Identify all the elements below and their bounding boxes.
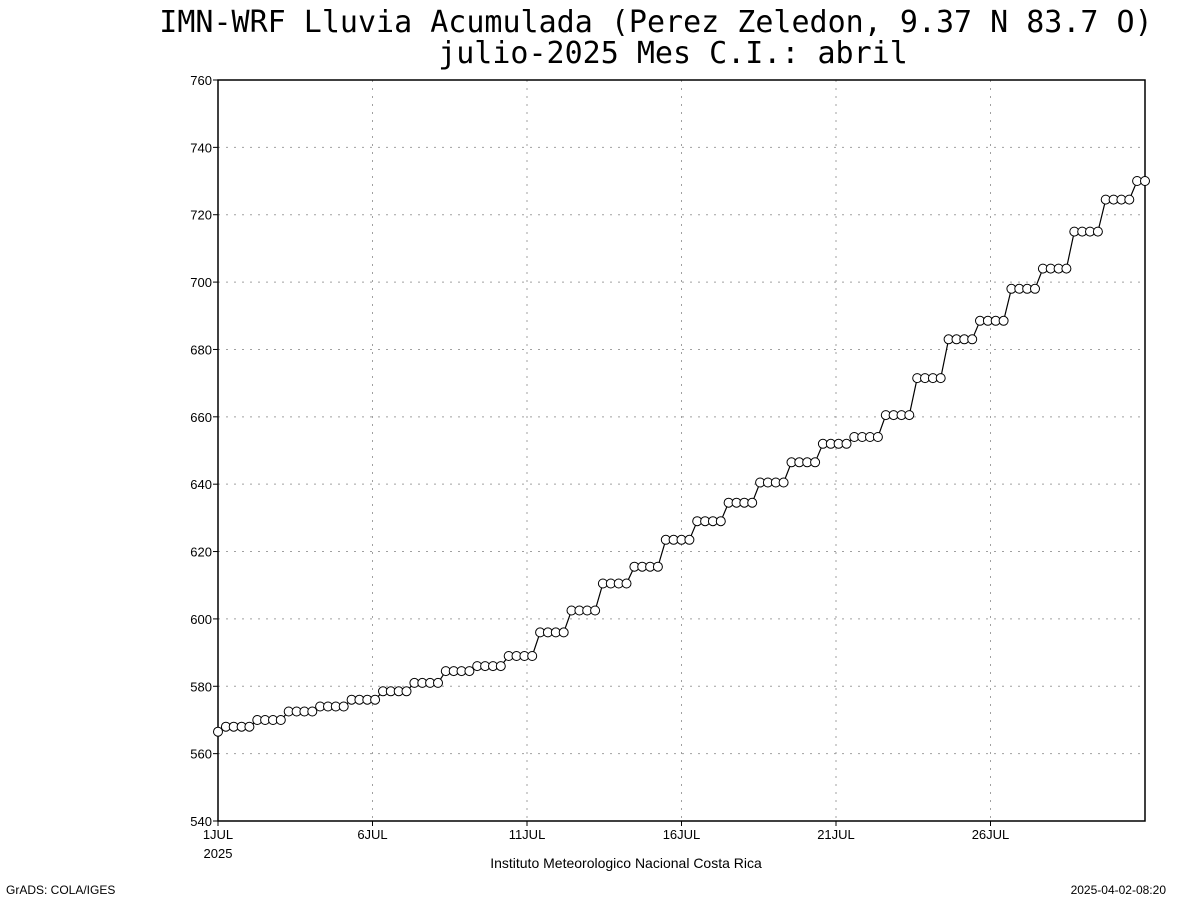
data-point [464,666,475,677]
grid-lines [218,80,1145,821]
data-point [998,315,1009,326]
data-point [841,438,852,449]
y-tick-label: 600 [190,612,212,627]
institution-label: Instituto Meteorologico Nacional Costa R… [490,855,762,871]
y-tick-label: 540 [190,814,212,829]
grads-credit: GrADS: COLA/IGES [6,883,115,897]
data-point [433,677,443,688]
x-tick-label: 21JUL [817,827,855,842]
data-point [213,726,223,737]
data-point [401,686,412,697]
data-point [747,497,758,508]
chart-subtitle: julio-2025 Mes C.I.: abril [438,36,908,71]
y-axis: 540 560 580 600 620 640 660 680 700 720 740 760 [190,73,218,829]
y-tick-label: 760 [190,73,212,88]
x-tick-label: 6JUL [357,827,387,842]
y-tick-label: 700 [190,275,212,290]
x-tick-label: 11JUL [509,827,546,842]
data-point [275,715,286,725]
chart-title: IMN-WRF Lluvia Acumulada (Perez Zeledon,… [159,5,1152,40]
y-tick-label: 580 [190,679,212,694]
x-tick-label: 26JUL [972,827,1010,842]
data-point [370,694,381,705]
data-point [935,373,946,384]
data-point [1061,263,1072,274]
y-tick-label: 740 [190,140,212,155]
data-point [1092,226,1103,237]
y-tick-label: 680 [190,342,212,357]
data-point [904,410,915,421]
data-point [307,706,318,717]
data-point [338,701,349,712]
data-point [684,534,695,545]
data-point [1140,176,1150,186]
data-point [495,661,506,672]
data-point [621,578,632,589]
y-tick-label: 640 [190,477,212,492]
data-point [872,432,883,442]
series-accumulated-rain [213,176,1150,737]
data-point [1124,194,1135,205]
plot-frame [217,79,1146,822]
data-point [244,721,255,732]
data-point [590,605,601,616]
timestamp-label: 2025-04-02-08:20 [1071,883,1167,897]
data-point [558,627,569,638]
y-tick-label: 660 [190,410,212,425]
data-point [652,561,663,572]
y-tick-label: 720 [190,208,212,223]
data-point [778,477,789,488]
y-tick-label: 560 [190,747,212,762]
x-tick-label: 16JUL [663,827,701,842]
data-point [1030,283,1040,294]
data-point [810,457,821,468]
data-point [967,334,978,345]
y-tick-label: 620 [190,545,212,560]
x-axis: 1JUL 6JUL 11JUL 16JUL 21JUL 26JUL [203,821,1009,842]
x-axis-year: 2025 [204,846,233,861]
data-point [715,516,726,527]
x-tick-label: 1JUL [203,827,233,842]
data-point [527,651,538,661]
